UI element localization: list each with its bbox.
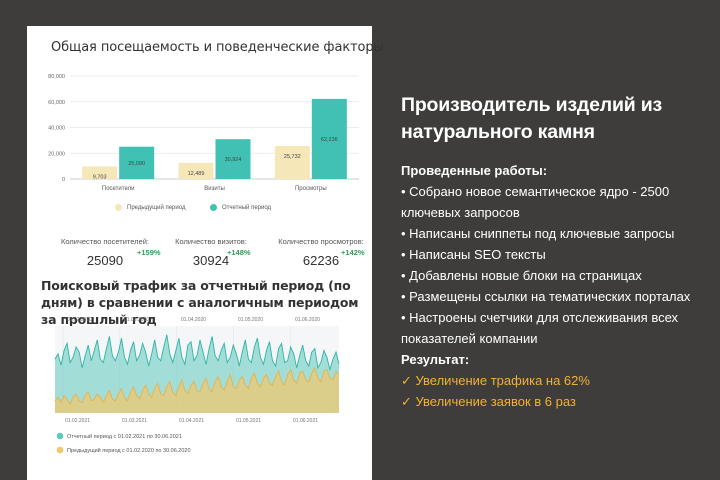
search-traffic-area-chart: 01.02.2020 01.03.2020 01.04.2020 01.05.2020… bbox=[54, 317, 340, 454]
stat-views-change: +142% bbox=[341, 248, 365, 257]
traffic-bar-chart: 0 20,000 40,000 60,000 80,000 9,703 25,090 Посе… bbox=[48, 74, 359, 192]
stat-visitors-label: Количество посетителей: bbox=[61, 237, 149, 246]
bottom-axis-label: 01.03.2021 bbox=[122, 418, 147, 424]
bar-value-label: 25,090 bbox=[128, 161, 145, 167]
bar-legend-prev: Предыдущий период bbox=[115, 204, 185, 211]
works-item: • Настроены счетчики для отслеживания вс… bbox=[401, 310, 679, 346]
bar-value-label: 62,236 bbox=[321, 137, 338, 143]
stat-views-label: Количество просмотров: bbox=[278, 237, 364, 246]
works-item: • Написаны сниппеты под ключевые запросы bbox=[401, 226, 675, 241]
case-description: Производитель изделий из натурального ка… bbox=[401, 92, 713, 412]
y-tick-label: 80,000 bbox=[48, 74, 65, 80]
x-tick-label: Визиты bbox=[204, 186, 225, 192]
bar bbox=[311, 98, 347, 179]
stat-visitors: Количество посетителей: 25090 +159% bbox=[57, 237, 161, 268]
bar-value-label: 30,924 bbox=[225, 157, 242, 163]
y-tick-label: 40,000 bbox=[48, 126, 65, 132]
bar bbox=[82, 166, 118, 179]
legend-label-current: Отчетный период bbox=[222, 204, 272, 211]
top-axis-label: 01.05.2020 bbox=[238, 317, 263, 323]
works-list: • Собрано новое семантическое ядро - 250… bbox=[401, 181, 713, 349]
stat-visits: Количество визитов: 30924 +148% bbox=[167, 237, 255, 268]
bottom-axis-label: 01.02.2021 bbox=[65, 418, 90, 424]
bar bbox=[119, 146, 155, 179]
works-item: • Собрано новое семантическое ядро - 250… bbox=[401, 184, 670, 220]
stat-visits-value: 30924 bbox=[192, 253, 230, 268]
bar-value-label: 25,732 bbox=[284, 154, 301, 160]
works-item: • Добавлены новые блоки на страницах bbox=[401, 268, 642, 283]
bar bbox=[215, 139, 251, 179]
works-heading: Проведенные работы: bbox=[401, 163, 548, 178]
bar bbox=[274, 145, 310, 179]
result-item: ✓ Увеличение заявок в 6 раз bbox=[401, 394, 576, 409]
report-card: Общая посещаемость и поведенческие факто… bbox=[27, 26, 384, 480]
top-axis-label: 01.04.2020 bbox=[181, 317, 206, 323]
line-series-current bbox=[54, 334, 340, 372]
legend-swatch bbox=[56, 432, 64, 440]
works-item: • Размещены ссылки на тематических порта… bbox=[401, 289, 691, 304]
bar-chart-title: Общая посещаемость и поведенческие факто… bbox=[51, 40, 384, 55]
x-tick-label: Просмотры bbox=[295, 186, 327, 192]
top-axis-label: 01.06.2020 bbox=[295, 317, 320, 323]
legend-label-prev: Предыдущий период bbox=[127, 204, 186, 211]
bar-value-label: 9,703 bbox=[93, 175, 107, 181]
legend-label: Предыдущий период с 01.02.2020 по 30.06.… bbox=[67, 447, 191, 454]
legend-label: Отчетный период с 01.02.2021 по 30.06.20… bbox=[67, 433, 182, 440]
stat-visitors-change: +159% bbox=[137, 248, 161, 257]
result-heading: Результат: bbox=[401, 352, 470, 367]
stat-visits-change: +148% bbox=[227, 248, 251, 257]
bottom-axis-label: 01.04.2021 bbox=[179, 418, 204, 424]
result-item: ✓ Увеличение трафика на 62% bbox=[401, 373, 590, 388]
stat-views: Количество просмотров: 62236 +142% bbox=[271, 237, 371, 268]
y-tick-label: 60,000 bbox=[48, 100, 65, 106]
bar-value-label: 12,489 bbox=[188, 171, 205, 177]
bar bbox=[178, 162, 214, 179]
stat-views-value: 62236 bbox=[302, 253, 340, 268]
traffic-chart-title: Поисковый трафик за отчетный период (по … bbox=[41, 278, 359, 327]
top-axis-label: 01.03.2020 bbox=[124, 317, 149, 323]
bottom-axis-label: 01.05.2021 bbox=[236, 418, 261, 424]
x-tick-label: Посетители bbox=[102, 186, 135, 192]
bar-legend-current: Отчетный период bbox=[210, 204, 271, 211]
stat-visitors-value: 25090 bbox=[86, 253, 124, 268]
works-item: • Написаны SEO тексты bbox=[401, 247, 546, 262]
stat-visits-label: Количество визитов: bbox=[175, 237, 247, 246]
y-tick-label: 20,000 bbox=[48, 151, 65, 157]
legend-swatch-prev bbox=[115, 204, 122, 211]
line-series-previous bbox=[54, 366, 340, 406]
top-axis-label: 01.02.2020 bbox=[67, 317, 92, 323]
bottom-axis-label: 01.06.2021 bbox=[293, 418, 318, 424]
legend-swatch bbox=[56, 446, 64, 454]
y-tick-label: 0 bbox=[62, 177, 65, 183]
case-title: Производитель изделий из натурального ка… bbox=[401, 94, 663, 143]
legend-swatch-current bbox=[210, 204, 217, 211]
